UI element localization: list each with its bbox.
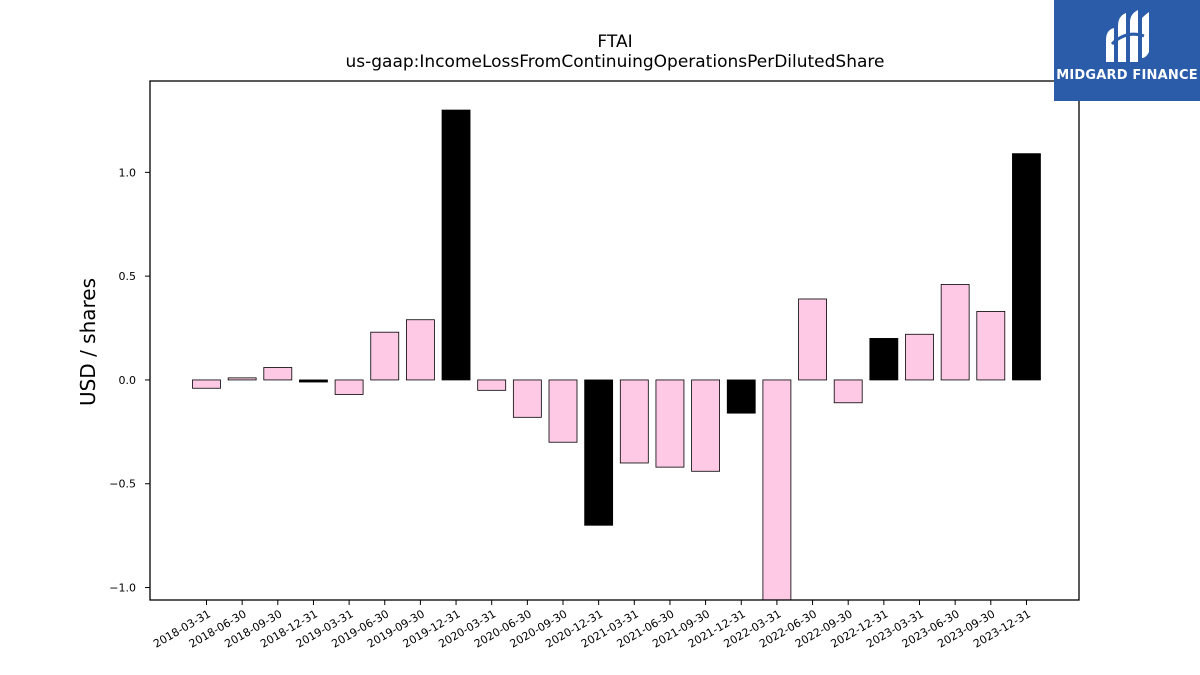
y-tick-label: 0.0 [119, 374, 137, 387]
chart-title: FTAI [597, 32, 633, 52]
bar-2018-12-31 [299, 379, 328, 383]
y-axis-label: USD / shares [76, 277, 100, 407]
bar-2019-12-31 [441, 109, 471, 381]
bar-2023-09-30 [976, 311, 1006, 381]
bar-2023-12-31 [1012, 153, 1041, 381]
chart-subtitle: us-gaap:IncomeLossFromContinuingOperatio… [345, 52, 885, 72]
logo-text: MIDGARD FINANCE [1056, 68, 1198, 83]
x-axis: 2018-03-312018-06-302018-09-302018-12-31… [151, 600, 1033, 651]
bar-2022-03-31 [762, 379, 792, 601]
bar-2019-03-31 [334, 379, 364, 395]
bars-group [192, 109, 1041, 601]
bar-2021-12-31 [726, 379, 756, 414]
bar-2023-06-30 [940, 284, 970, 381]
bar-2021-09-30 [691, 379, 720, 472]
bar-2018-06-30 [227, 377, 257, 381]
bar-2022-06-30 [798, 298, 827, 381]
y-tick-label: −0.5 [109, 478, 136, 491]
bar-2021-03-31 [619, 379, 649, 464]
bar-2022-12-31 [869, 338, 899, 381]
bar-2019-09-30 [405, 319, 435, 381]
y-axis: −1.0 −0.5 0.0 0.5 1.0 [109, 166, 150, 595]
plot-frame [149, 80, 1080, 601]
y-tick-label: 0.5 [119, 270, 137, 283]
y-tick-label: −1.0 [109, 582, 136, 595]
bar-2020-06-30 [512, 379, 542, 418]
bar-2023-03-31 [905, 333, 934, 381]
midgard-finance-logo: MIDGARD FINANCE [1054, 0, 1200, 101]
bar-2020-12-31 [584, 379, 614, 526]
bar-2018-09-30 [263, 367, 293, 381]
logo-mark-icon [1106, 10, 1149, 62]
bar-2021-06-30 [655, 379, 685, 468]
bar-2022-09-30 [833, 379, 863, 404]
bar-2019-06-30 [370, 331, 400, 381]
bar-2020-03-31 [477, 379, 507, 391]
y-tick-label: 1.0 [119, 166, 137, 179]
bar-2018-03-31 [192, 379, 221, 389]
bar-2020-09-30 [548, 379, 578, 443]
